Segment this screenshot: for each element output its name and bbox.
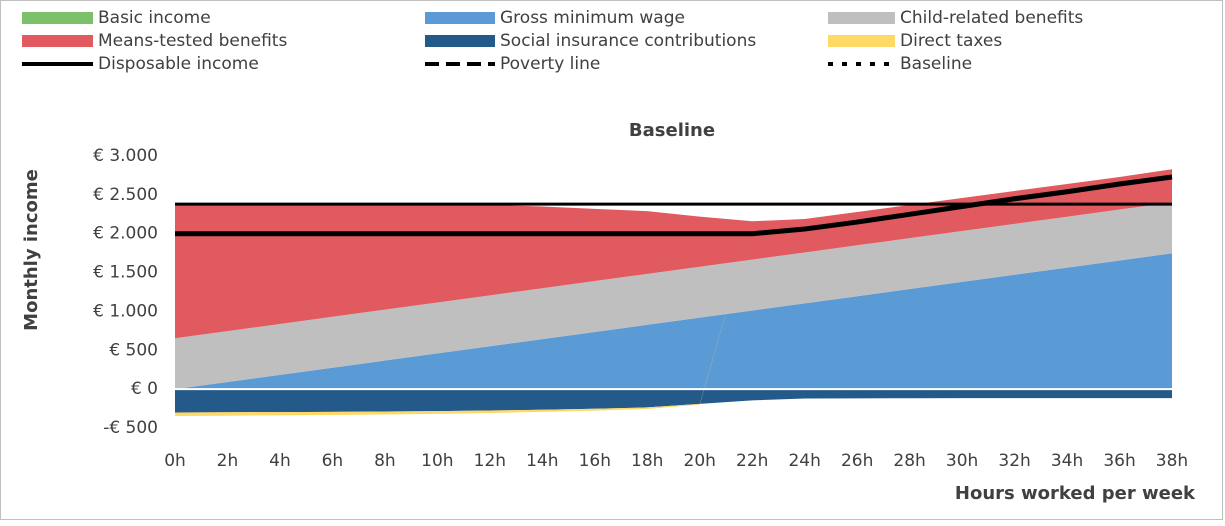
legend-swatch <box>22 12 93 24</box>
legend-swatch <box>425 12 495 24</box>
y-tick-label: € 1.000 <box>93 301 158 321</box>
x-tick-label: 8h <box>374 451 396 471</box>
chart-title: Baseline <box>629 120 715 141</box>
x-tick-label: 16h <box>579 451 611 471</box>
legend-label: Gross minimum wage <box>500 8 685 28</box>
x-tick-label: 38h <box>1156 451 1188 471</box>
y-tick-label: -€ 500 <box>103 418 158 438</box>
x-tick-label: 6h <box>322 451 344 471</box>
x-tick-label: 14h <box>526 451 558 471</box>
x-tick-label: 24h <box>788 451 820 471</box>
x-tick-label: 10h <box>421 451 453 471</box>
legend-label: Social insurance contributions <box>500 31 756 51</box>
legend-swatch <box>828 12 895 24</box>
legend-label: Means-tested benefits <box>98 31 287 51</box>
legend-label: Baseline <box>900 54 972 74</box>
x-tick-label: 34h <box>1051 451 1083 471</box>
legend-label: Basic income <box>98 8 211 28</box>
x-axis-title: Hours worked per week <box>955 483 1196 504</box>
x-tick-label: 36h <box>1103 451 1135 471</box>
x-tick-label: 2h <box>217 451 239 471</box>
x-tick-label: 4h <box>269 451 291 471</box>
y-tick-label: € 3.000 <box>93 146 158 166</box>
y-axis-title: Monthly income <box>21 169 42 331</box>
legend-swatch <box>425 35 495 47</box>
x-tick-label: 0h <box>164 451 186 471</box>
legend-swatch <box>22 35 93 47</box>
x-tick-label: 18h <box>631 451 663 471</box>
y-tick-label: € 1.500 <box>93 263 158 283</box>
y-tick-label: € 2.000 <box>93 224 158 244</box>
legend-swatch <box>828 35 895 47</box>
x-tick-label: 20h <box>684 451 716 471</box>
legend-label: Poverty line <box>500 54 600 74</box>
area <box>175 389 1172 413</box>
legend-label: Direct taxes <box>900 31 1002 51</box>
x-tick-label: 32h <box>998 451 1030 471</box>
x-tick-label: 12h <box>474 451 506 471</box>
x-tick-label: 28h <box>893 451 925 471</box>
line <box>175 174 1173 237</box>
y-tick-label: € 2.500 <box>93 185 158 205</box>
y-tick-label: € 500 <box>109 340 158 360</box>
x-tick-label: 22h <box>736 451 768 471</box>
legend-label: Disposable income <box>98 54 259 74</box>
y-tick-label: € 0 <box>131 379 158 399</box>
area <box>175 202 1172 390</box>
legend-label: Child-related benefits <box>900 8 1083 28</box>
x-tick-label: 26h <box>841 451 873 471</box>
x-tick-label: 30h <box>946 451 978 471</box>
